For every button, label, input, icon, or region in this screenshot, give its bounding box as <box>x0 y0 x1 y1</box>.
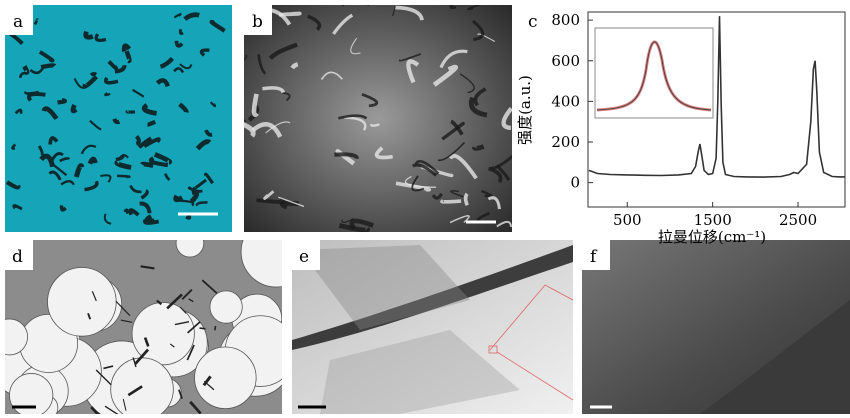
flake <box>142 164 153 166</box>
sheet <box>466 194 468 206</box>
hole <box>195 347 257 409</box>
y-tick-label: 600 <box>551 52 580 70</box>
hole <box>111 358 174 414</box>
panel-a-image <box>5 5 232 232</box>
flake <box>90 159 96 164</box>
panel-b-image <box>244 5 512 232</box>
panel-letter: d <box>12 247 23 267</box>
x-tick-label: 1500 <box>694 211 732 229</box>
panel-letter: e <box>299 247 309 267</box>
y-tick-label: 400 <box>551 92 580 110</box>
flake <box>13 145 16 149</box>
sheet <box>371 124 379 125</box>
flake <box>215 326 216 330</box>
flake <box>200 328 206 329</box>
sheet <box>256 200 283 202</box>
flake <box>41 65 55 67</box>
x-tick-label: 2500 <box>779 211 817 229</box>
y-tick-label: 0 <box>570 174 580 192</box>
panel-letter: c <box>528 12 538 32</box>
hole <box>210 291 242 323</box>
panel-letter: a <box>13 12 23 32</box>
hole <box>176 229 204 257</box>
flake <box>57 100 64 102</box>
y-tick-label: 200 <box>551 133 580 151</box>
raman-chart: 强度(a.u.) 拉曼位移(cm⁻¹) 0 200 400 600 800 500 1500… <box>516 11 845 246</box>
x-axis-label: 拉曼位移(cm⁻¹) <box>658 228 766 246</box>
flake <box>91 74 96 75</box>
sheet <box>342 0 368 6</box>
y-tick-label: 800 <box>551 11 580 29</box>
sheet <box>442 201 461 202</box>
x-tick-label: 500 <box>613 211 642 229</box>
hole <box>48 268 117 337</box>
panel-letter: b <box>252 12 263 32</box>
figure: a b c d e f 强度(a.u.) 拉曼位移(cm⁻¹) 02004006… <box>0 0 850 414</box>
y-axis-label: 强度(a.u.) <box>516 75 534 145</box>
flake <box>117 176 129 177</box>
